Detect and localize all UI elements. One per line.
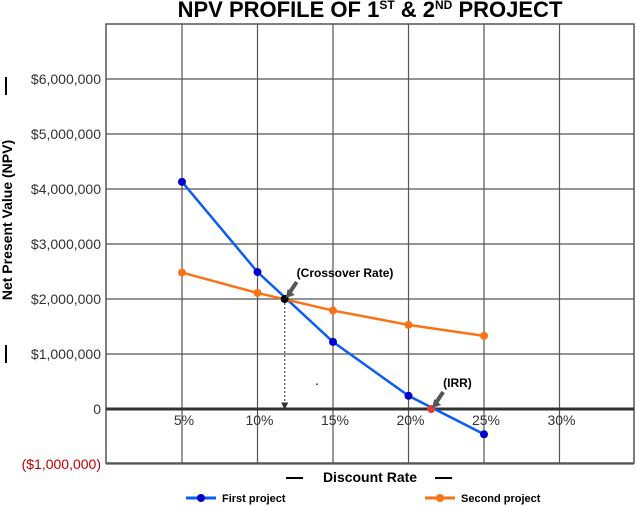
data-point [480, 430, 488, 439]
data-point [329, 306, 337, 315]
grid [105, 23, 635, 465]
data-point [329, 337, 337, 346]
annotation-arrow-head [432, 399, 442, 408]
x-axis-ticks: 5% 10% 15% 20% 25% 30% [174, 412, 576, 428]
annotations-layer: (Crossover Rate) (IRR) [280, 266, 472, 413]
y-axis-ticks: $6,000,000 $5,000,000 $4,000,000 $3,000,000… [22, 71, 102, 472]
legend-label: Second project [461, 493, 541, 505]
y-tick-label: $6,000,000 [31, 71, 101, 87]
y-tick-label: ($1,000,000) [22, 456, 101, 472]
x-tick-label: 30% [547, 412, 575, 428]
y-tick-label: 0 [93, 401, 101, 417]
y-tick-label: $1,000,000 [31, 346, 101, 362]
legend-swatch-marker [197, 494, 205, 502]
y-axis-title-group: Net Present Value (NPV) [0, 77, 15, 363]
data-point [253, 268, 262, 277]
irr-label: (IRR) [443, 376, 472, 390]
y-tick-label: $3,000,000 [31, 236, 101, 252]
data-point [178, 177, 186, 186]
legend-label: First project [222, 493, 286, 505]
x-axis-title-group: Discount Rate [286, 469, 452, 485]
stray-dot: . [315, 372, 319, 388]
y-tick-label: $5,000,000 [31, 126, 101, 142]
title-superscript-st: ST [379, 0, 395, 12]
x-axis-title: Discount Rate [323, 469, 417, 485]
x-tick-label: 15% [321, 412, 349, 428]
data-point [480, 331, 488, 340]
title-prefix: NPV PROFILE OF 1 [178, 0, 380, 22]
data-point [404, 391, 413, 400]
x-tick-label: 5% [174, 412, 194, 428]
data-point [253, 288, 262, 297]
legend: First project Second project [186, 493, 541, 505]
title-middle: & 2 [395, 0, 435, 22]
y-tick-label: $4,000,000 [31, 181, 101, 197]
x-tick-label: 20% [396, 412, 424, 428]
annotation-arrow-head [285, 289, 295, 298]
x-tick-label: 25% [472, 412, 500, 428]
x-tick-label: 10% [245, 412, 273, 428]
title-superscript-nd: ND [435, 0, 453, 12]
legend-swatch-marker [436, 494, 444, 502]
crossover-label: (Crossover Rate) [297, 266, 394, 280]
title-suffix: PROJECT [452, 0, 563, 22]
data-point [404, 320, 413, 329]
y-axis-title: Net Present Value (NPV) [0, 140, 15, 300]
y-tick-label: $2,000,000 [31, 291, 101, 307]
chart-title: NPV PROFILE OF 1ST & 2ND PROJECT [178, 0, 563, 22]
data-point [178, 268, 186, 277]
